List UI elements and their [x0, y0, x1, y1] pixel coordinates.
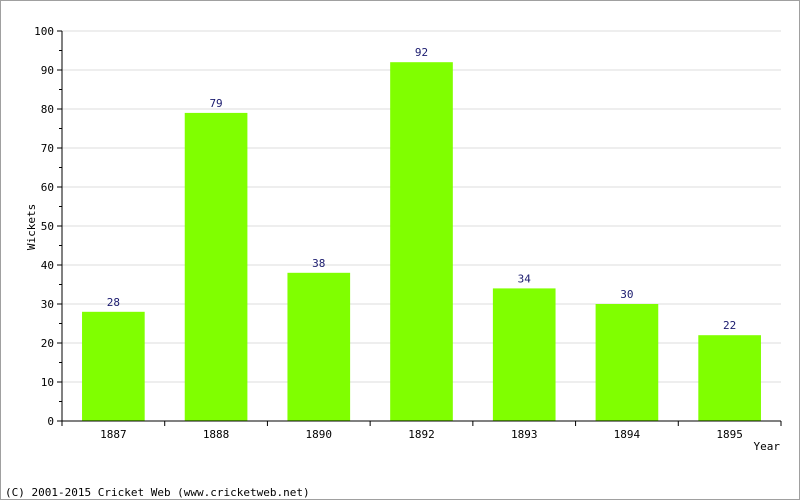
bar-1895 — [698, 335, 761, 421]
y-tick-label: 100 — [34, 25, 54, 38]
data-label: 79 — [209, 97, 222, 110]
y-tick-label: 60 — [41, 181, 54, 194]
y-tick-label: 70 — [41, 142, 54, 155]
bar-1893 — [492, 288, 556, 421]
y-tick-label: 30 — [41, 298, 54, 311]
bar-1887 — [82, 311, 145, 421]
y-tick-label: 10 — [41, 376, 54, 389]
x-tick-label: 1887 — [100, 428, 127, 441]
x-tick-label: 1890 — [306, 428, 333, 441]
y-tick-label: 40 — [41, 259, 54, 272]
data-label: 28 — [107, 296, 120, 309]
y-tick-label: 80 — [41, 103, 54, 116]
x-tick-label: 1893 — [511, 428, 538, 441]
bar-1890 — [287, 272, 351, 421]
x-tick-label: 1894 — [614, 428, 641, 441]
data-label: 22 — [723, 319, 736, 332]
data-labels: 28 79 38 92 34 30 22 — [107, 46, 737, 332]
bar-1888 — [184, 112, 248, 422]
y-tick-label: 20 — [41, 337, 54, 350]
data-label: 38 — [312, 257, 325, 270]
y-axis-label: Wickets — [25, 204, 38, 250]
bars — [82, 62, 761, 422]
data-label: 92 — [415, 46, 428, 59]
bar-1892 — [390, 62, 453, 421]
x-tick-label: 1892 — [408, 428, 435, 441]
y-tick-label: 0 — [47, 415, 54, 428]
y-ticks: 0 10 20 30 40 50 60 70 80 90 100 — [34, 25, 62, 428]
x-tick-label: 1888 — [203, 428, 230, 441]
y-tick-label: 90 — [41, 64, 54, 77]
copyright-text: (C) 2001-2015 Cricket Web (www.cricketwe… — [5, 486, 310, 499]
data-label: 34 — [518, 272, 532, 285]
x-tick-label: 1895 — [716, 428, 743, 441]
y-tick-label: 50 — [41, 220, 54, 233]
x-ticks: 1887 1888 1890 1892 1893 1894 1895 — [61, 421, 782, 441]
data-label: 30 — [620, 288, 633, 301]
x-axis-label: Year — [754, 440, 781, 453]
bar-1894 — [595, 304, 659, 421]
